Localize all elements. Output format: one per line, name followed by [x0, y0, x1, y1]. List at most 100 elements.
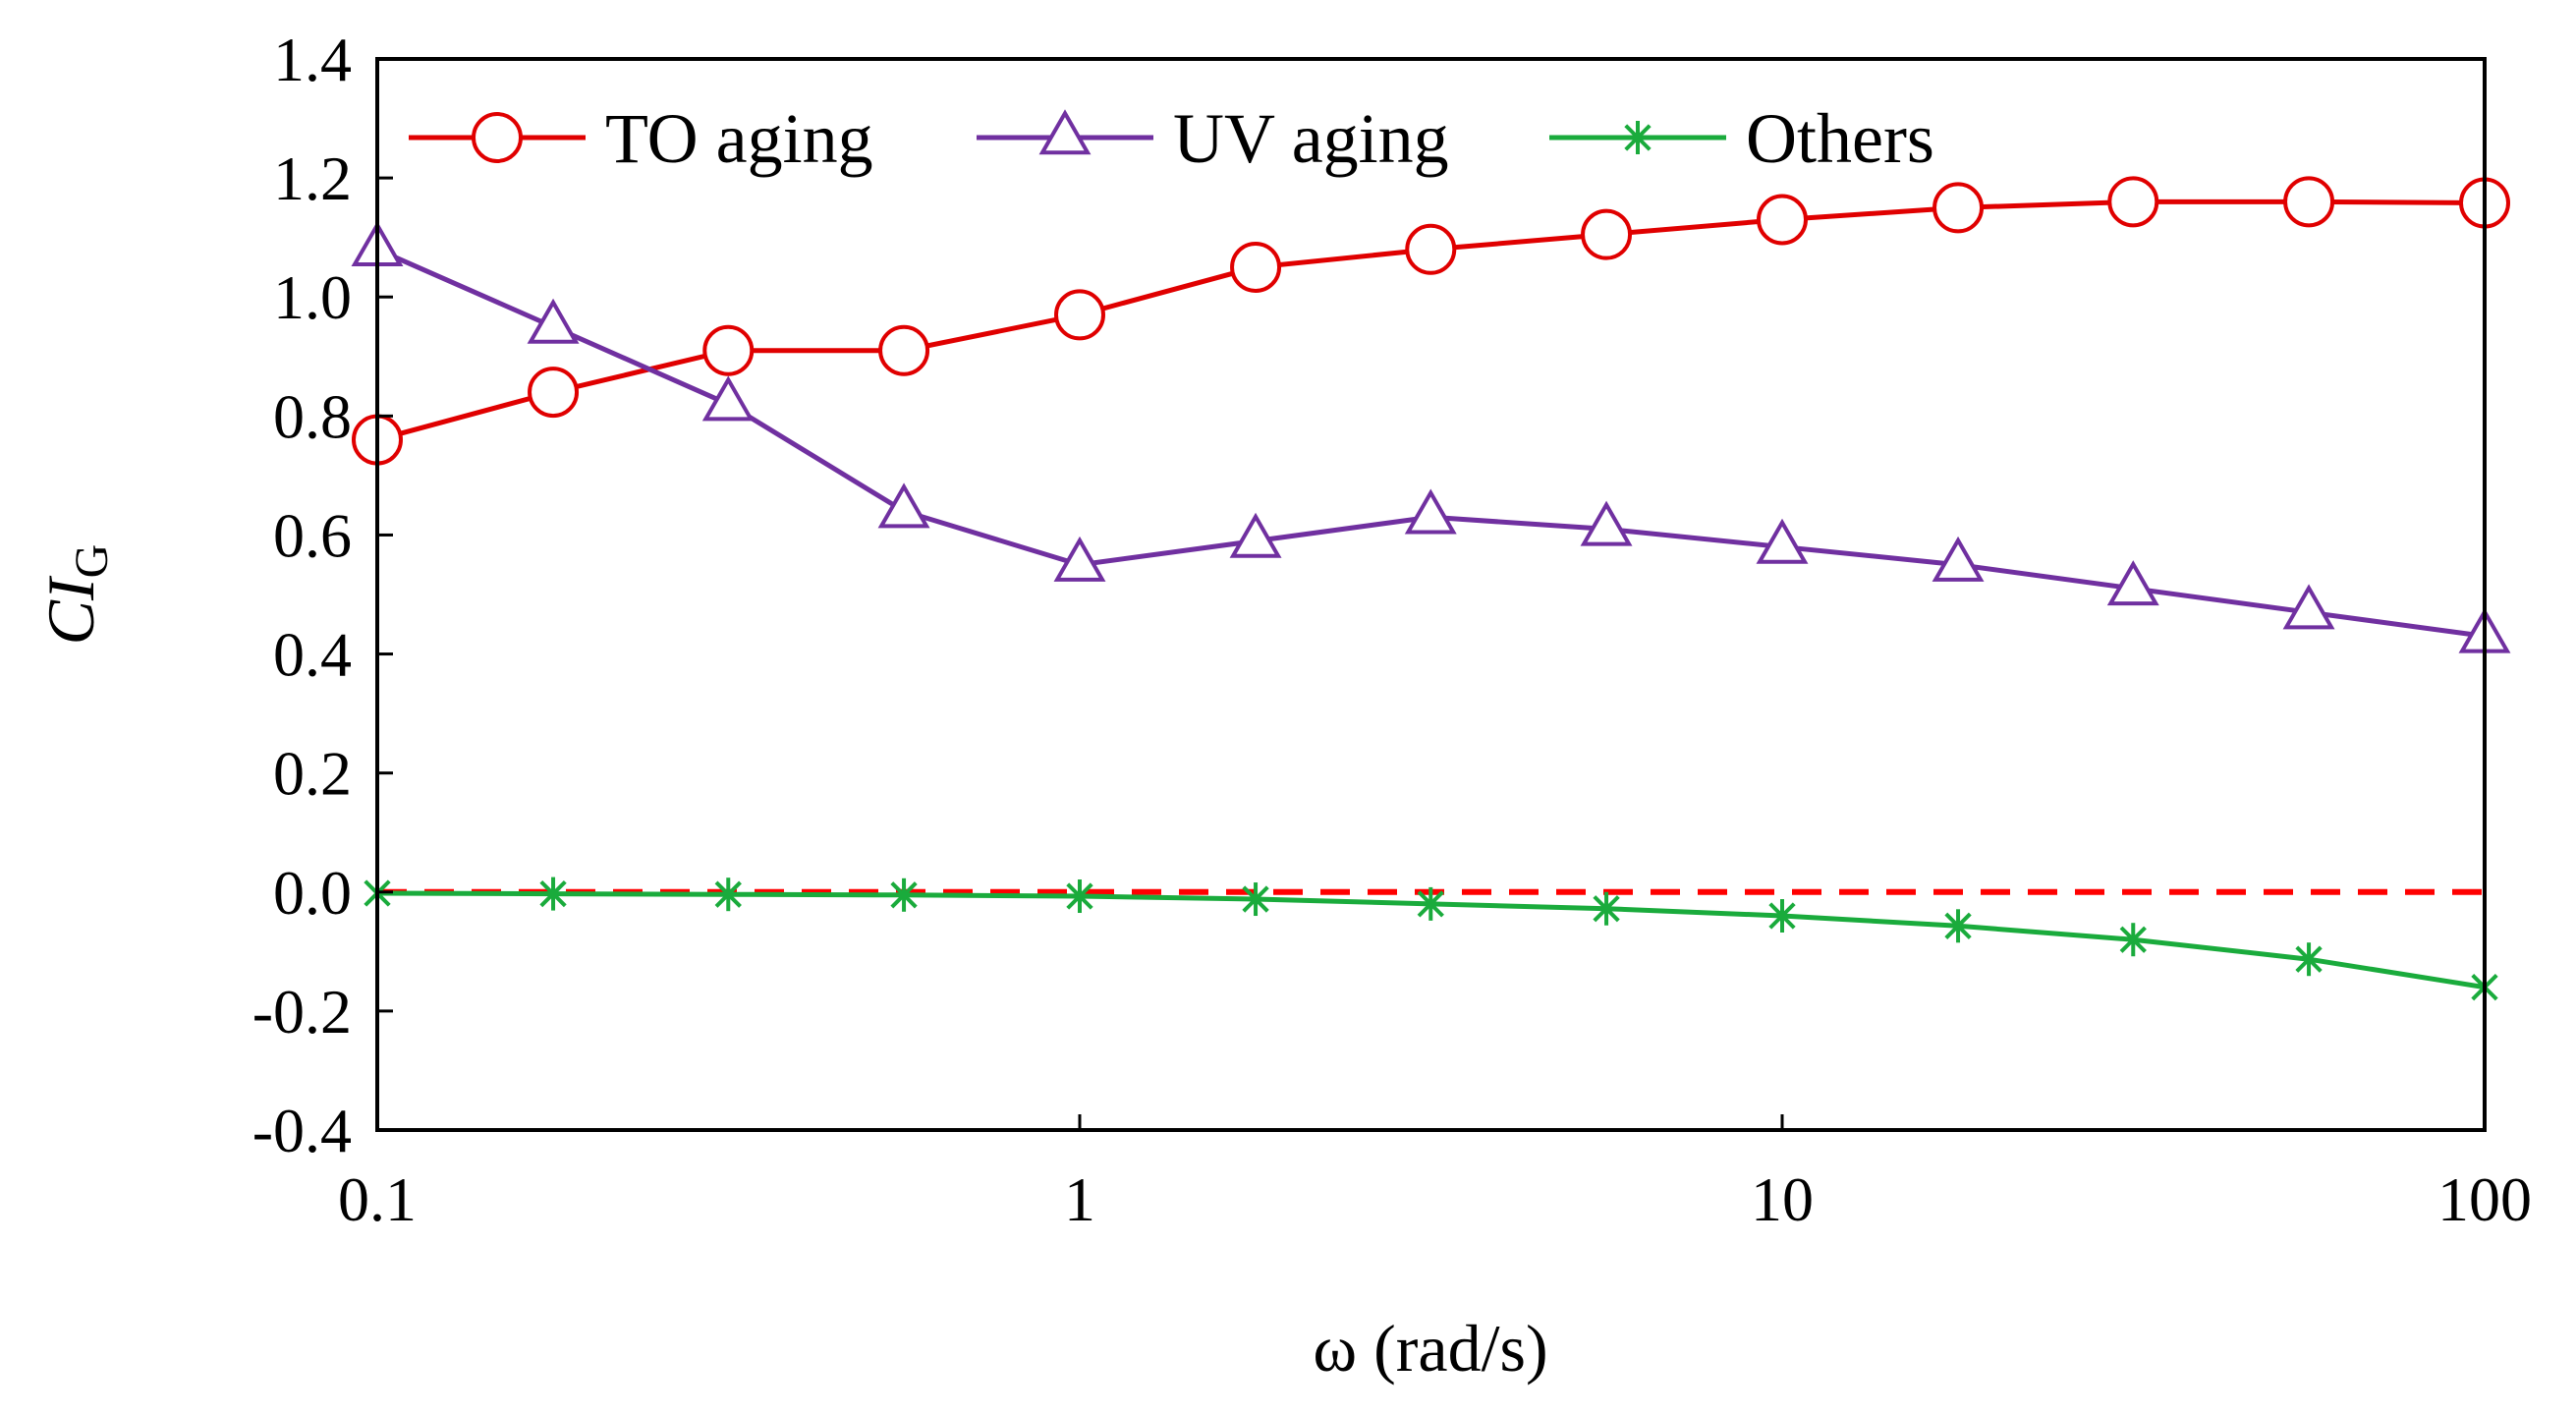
y-tick-label: 0.6 [273, 500, 352, 570]
chart-series-layer [351, 176, 2511, 1004]
y-tick-label: 1.4 [273, 25, 352, 94]
data-point-uv-aging-shape [1404, 488, 1457, 535]
data-point-to-aging [1932, 182, 1985, 234]
data-point-others [714, 877, 742, 912]
series-others [364, 876, 2498, 1004]
data-point-uv-aging [1229, 512, 1282, 558]
data-point-to-aging-shape [702, 324, 755, 376]
data-point-others-stroke [1944, 912, 1972, 939]
data-point-others [1944, 909, 1972, 943]
data-point-uv-aging-shape [1932, 536, 1985, 582]
series-line-uv-aging [375, 247, 2486, 639]
data-point-others [1768, 899, 1796, 933]
x-tick-label: 0.1 [338, 1164, 417, 1234]
data-point-uv-aging-shape [1229, 512, 1282, 558]
y-tick-label: 1.2 [273, 143, 352, 213]
y-tick-label: -0.4 [252, 1096, 352, 1165]
data-point-to-aging [1581, 208, 1633, 260]
data-point-others [890, 877, 918, 912]
legend-marker-shape [472, 112, 523, 163]
data-point-to-aging [2283, 176, 2335, 228]
data-point-others [1242, 882, 1269, 917]
data-point-others [1066, 879, 1093, 914]
y-axis-title: CIG [33, 544, 118, 646]
data-point-others [2119, 923, 2147, 957]
data-point-to-aging [1405, 223, 1457, 275]
data-point-others-stroke [1066, 882, 1093, 910]
data-point-to-aging [878, 324, 930, 376]
data-point-uv-aging [701, 375, 755, 422]
data-point-to-aging-shape [1757, 194, 1808, 246]
data-point-uv-aging-shape [2106, 560, 2159, 606]
data-point-others-stroke [1417, 890, 1444, 918]
data-point-to-aging-shape [1230, 241, 1282, 293]
data-point-others-stroke [539, 879, 567, 908]
data-point-uv-aging-shape [1580, 500, 1633, 546]
data-point-to-aging [702, 324, 755, 376]
data-point-uv-aging [1580, 500, 1633, 546]
legend: TO aging UV aging Others [409, 99, 1934, 178]
x-axis-title: ω (rad/s) [1313, 1311, 1547, 1386]
data-point-to-aging-shape [2107, 176, 2159, 228]
data-point-uv-aging [2106, 560, 2159, 606]
data-point-uv-aging [1756, 518, 1809, 564]
series-to-aging [352, 176, 2510, 466]
data-point-to-aging-shape [878, 324, 930, 376]
y-tick-label: -0.2 [252, 977, 352, 1047]
data-point-uv-aging-shape [527, 298, 580, 344]
legend-marker [1624, 121, 1652, 154]
data-point-uv-aging-shape [1756, 518, 1809, 564]
legend-marker [1038, 109, 1092, 155]
data-point-others-stroke [2119, 926, 2147, 953]
y-tick-label: 0.8 [273, 381, 352, 451]
data-point-others [2295, 942, 2323, 977]
data-point-to-aging-shape [1405, 223, 1457, 275]
data-point-to-aging [1757, 194, 1808, 246]
series-uv-aging [351, 220, 2511, 653]
legend-marker-shape [1038, 109, 1092, 155]
legend-item-others: Others [1549, 99, 1934, 178]
data-point-to-aging-shape [1054, 289, 1105, 341]
y-tick-label: 1.0 [273, 262, 352, 332]
x-tick-label: 10 [1751, 1164, 1814, 1234]
data-point-to-aging [528, 367, 580, 419]
x-tick-label: 1 [1064, 1164, 1095, 1234]
data-point-others [1593, 891, 1620, 926]
data-point-uv-aging [1404, 488, 1457, 535]
data-point-uv-aging [877, 482, 930, 529]
data-point-others-stroke [1768, 902, 1796, 930]
data-point-to-aging-shape [1581, 208, 1633, 260]
data-point-uv-aging [2282, 584, 2335, 630]
y-tick-label: 0.4 [273, 620, 352, 690]
data-point-to-aging [2107, 176, 2159, 228]
x-tick-label: 100 [2437, 1164, 2532, 1234]
data-point-uv-aging-shape [1053, 536, 1106, 582]
legend-item-to-aging: TO aging [409, 99, 873, 178]
legend-marker [472, 112, 523, 163]
data-point-others-stroke [2295, 945, 2323, 973]
data-point-to-aging-shape [2283, 176, 2335, 228]
plot-area-frame [375, 57, 2487, 1132]
legend-marker-stroke [1624, 124, 1652, 151]
data-point-uv-aging-shape [701, 375, 755, 422]
data-point-others-stroke [1593, 895, 1620, 923]
y-axis-title-sub: G [66, 544, 118, 579]
data-point-others [539, 877, 567, 911]
data-point-uv-aging [1932, 536, 1985, 582]
data-point-to-aging [1054, 289, 1105, 341]
data-point-to-aging-shape [1932, 182, 1985, 234]
data-point-others-stroke [714, 880, 742, 908]
data-point-others [1417, 886, 1444, 921]
data-point-uv-aging-shape [2282, 584, 2335, 630]
chart-axis-layer: 1.4 1.2 1.0 0.8 0.6 0.4 0.2 0.0 -0.2 -0.40.1 1 10 10… [252, 25, 2532, 1234]
legend-label: Others [1746, 99, 1934, 178]
y-tick-label: 0.2 [273, 739, 352, 809]
data-point-others-stroke [1242, 885, 1269, 913]
legend-label: TO aging [605, 99, 873, 178]
data-point-to-aging [1230, 241, 1282, 293]
data-point-to-aging-shape [528, 367, 580, 419]
data-point-uv-aging [1053, 536, 1106, 582]
data-point-others-stroke [890, 881, 918, 909]
y-axis-title-main: CI [33, 575, 108, 645]
